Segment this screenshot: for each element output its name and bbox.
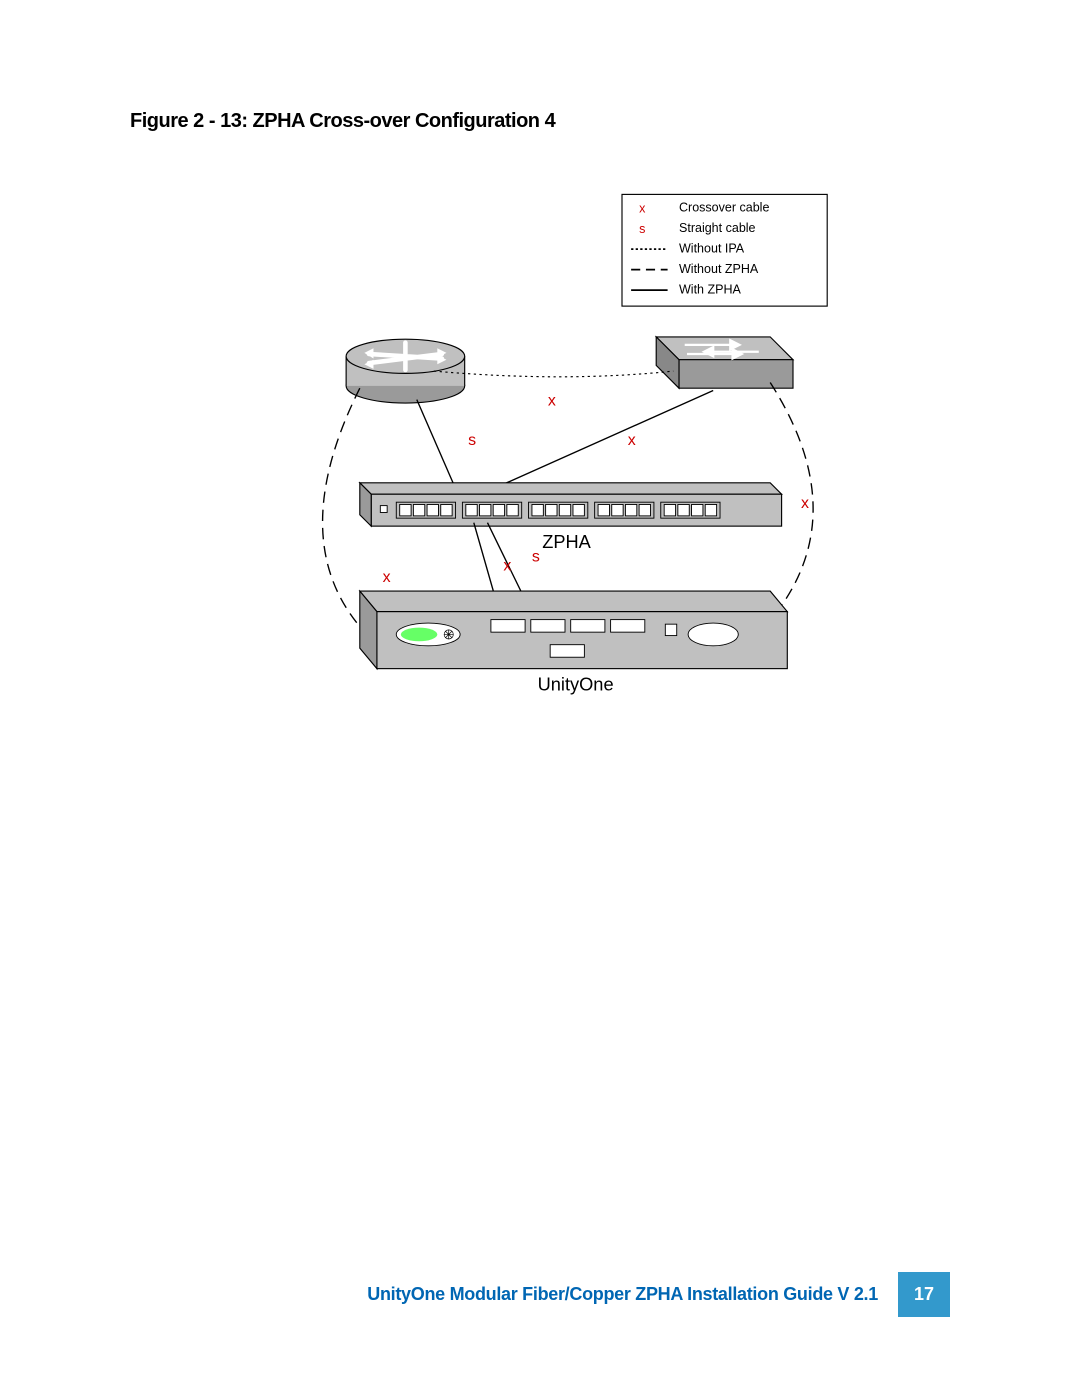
marker-x-mid: x [503, 558, 511, 575]
legend-with-zpha-label: With ZPHA [679, 283, 742, 297]
marker-x-top: x [548, 392, 556, 409]
link-without-ipa [434, 371, 673, 377]
router-icon [346, 339, 465, 403]
marker-x-left: x [383, 569, 391, 586]
switch-icon [656, 337, 793, 388]
diagram-container: x Crossover cable s Straight cable Witho… [280, 183, 850, 707]
legend-crossover-symbol: x [639, 202, 646, 216]
marker-s-mid: s [532, 548, 540, 565]
link-router-zpha [417, 400, 459, 497]
figure-caption: Figure 2 - 13: ZPHA Cross-over Configura… [130, 110, 950, 133]
marker-s-upper-left: s [468, 432, 476, 449]
footer-title: UnityOne Modular Fiber/Copper ZPHA Insta… [367, 1284, 878, 1305]
page-footer: UnityOne Modular Fiber/Copper ZPHA Insta… [367, 1272, 950, 1317]
network-diagram: x Crossover cable s Straight cable Witho… [280, 183, 850, 707]
zpha-device-icon [360, 483, 782, 526]
legend-box: x Crossover cable s Straight cable Witho… [622, 194, 827, 306]
zpha-label: ZPHA [542, 531, 591, 552]
unityone-device-icon [360, 591, 787, 669]
link-switch-zpha [476, 390, 713, 496]
page-number: 17 [898, 1272, 950, 1317]
legend-straight-label: Straight cable [679, 221, 756, 235]
legend-without-ipa-label: Without IPA [679, 242, 745, 256]
marker-x-far-right: x [801, 495, 809, 512]
unityone-label: UnityOne [538, 673, 614, 694]
legend-straight-symbol: s [639, 222, 645, 236]
legend-crossover-label: Crossover cable [679, 200, 769, 214]
legend-without-zpha-label: Without ZPHA [679, 262, 759, 276]
marker-x-upper-right: x [628, 432, 636, 449]
